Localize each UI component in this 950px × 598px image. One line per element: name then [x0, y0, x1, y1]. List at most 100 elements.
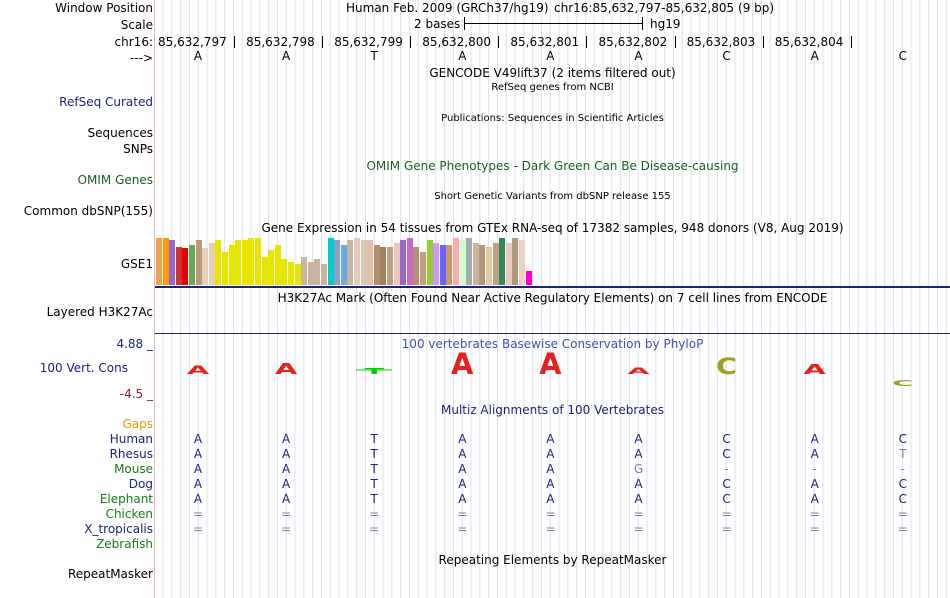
- species-label-zebrafish[interactable]: Zebrafish: [96, 537, 153, 551]
- gtex-tissue-bar[interactable]: [347, 240, 354, 285]
- alignment-base: =: [281, 522, 292, 536]
- omim-track-label[interactable]: OMIM Genes: [77, 173, 153, 187]
- phylop-logo-letter: A: [451, 352, 474, 381]
- gtex-tissue-bar[interactable]: [307, 261, 314, 285]
- alignment-base: A: [458, 492, 467, 506]
- multiz-track-title[interactable]: Multiz Alignments of 100 Vertebrates: [440, 403, 665, 417]
- gtex-tissue-bar[interactable]: [472, 242, 479, 285]
- window-position-label: Window Position: [55, 1, 153, 15]
- species-label-x_tropicalis[interactable]: X_tropicalis: [84, 522, 153, 536]
- gtex-tissue-bar[interactable]: [479, 245, 486, 285]
- gtex-tissue-bar[interactable]: [525, 270, 532, 285]
- repeatmasker-track-title[interactable]: Repeating Elements by RepeatMasker: [438, 553, 667, 567]
- gtex-tissue-bar[interactable]: [360, 240, 367, 285]
- gtex-tissue-bar[interactable]: [340, 245, 347, 285]
- gtex-tissue-bar[interactable]: [162, 238, 169, 285]
- scale-label: Scale: [120, 18, 153, 32]
- gtex-tissue-bar[interactable]: [208, 242, 215, 285]
- gtex-tissue-bar[interactable]: [334, 240, 341, 285]
- snps-track-label[interactable]: SNPs: [123, 142, 153, 156]
- sequences-track-title[interactable]: Publications: Sequences in Scientific Ar…: [441, 113, 664, 124]
- gtex-tissue-bar[interactable]: [228, 245, 235, 285]
- gtex-tissue-bar[interactable]: [281, 259, 288, 285]
- gtex-tissue-bar[interactable]: [499, 238, 506, 285]
- omim-track-title[interactable]: OMIM Gene Phenotypes - Dark Green Can Be…: [366, 159, 739, 173]
- gtex-tissue-bar[interactable]: [426, 240, 433, 285]
- gtex-tissue-bar[interactable]: [248, 238, 255, 285]
- gtex-tissue-bar[interactable]: [380, 247, 387, 285]
- gtex-tissue-bar[interactable]: [261, 256, 268, 285]
- gtex-tissue-bar[interactable]: [420, 252, 426, 285]
- gtex-tissue-bar[interactable]: [288, 261, 294, 285]
- h3k27ac-track-label[interactable]: Layered H3K27Ac: [46, 305, 153, 319]
- gtex-tissue-bar[interactable]: [314, 259, 321, 285]
- gtex-tissue-bar[interactable]: [453, 238, 459, 285]
- gtex-tissue-bar[interactable]: [156, 238, 162, 285]
- gtex-tissue-bar[interactable]: [512, 238, 519, 285]
- gtex-tissue-bar[interactable]: [189, 245, 195, 285]
- phylop-logo-letter: C: [892, 378, 913, 387]
- repeatmasker-track-label[interactable]: RepeatMasker: [67, 567, 153, 581]
- gtex-tissue-bar[interactable]: [268, 249, 275, 285]
- alignment-base: =: [545, 507, 556, 521]
- gtex-tissue-bar[interactable]: [175, 247, 182, 285]
- phylop-sequence-logo[interactable]: A A T A A A C A C: [155, 352, 950, 392]
- dbsnp-track-label[interactable]: Common dbSNP(155): [23, 204, 153, 218]
- species-label-mouse[interactable]: Mouse: [114, 462, 153, 476]
- alignment-base: T: [370, 477, 378, 491]
- strand-label: --->: [129, 51, 153, 65]
- phylop-track-title[interactable]: 100 vertebrates Basewise Conservation by…: [401, 337, 704, 351]
- gtex-tissue-bar[interactable]: [321, 263, 327, 285]
- species-label-rhesus[interactable]: Rhesus: [109, 447, 153, 461]
- gencode-track-title[interactable]: GENCODE V49lift37 (2 items filtered out): [429, 66, 676, 80]
- gtex-tissue-bar[interactable]: [393, 242, 400, 285]
- gtex-tissue-bar[interactable]: [354, 238, 360, 285]
- gtex-tissue-bar[interactable]: [387, 247, 393, 285]
- gtex-tissue-bar[interactable]: [169, 240, 176, 285]
- gtex-tissue-bar[interactable]: [406, 238, 413, 285]
- gtex-tissue-bar[interactable]: [413, 247, 420, 285]
- gtex-tissue-bar[interactable]: [241, 240, 248, 285]
- gtex-tissue-bar[interactable]: [459, 240, 466, 285]
- gtex-tissue-bar[interactable]: [492, 242, 499, 285]
- species-label-dog[interactable]: Dog: [128, 477, 153, 491]
- alignment-base: A: [810, 492, 819, 506]
- gtex-tissue-bar[interactable]: [519, 240, 525, 285]
- gtex-tissue-bar[interactable]: [294, 263, 301, 285]
- coordinate-ruler: 85,632,797 85,632,798 85,632,799 85,632,800…: [155, 35, 950, 50]
- gtex-tissue-bar[interactable]: [446, 245, 453, 285]
- gtex-tissue-bar[interactable]: [367, 240, 374, 285]
- gtex-track-title[interactable]: Gene Expression in 54 tissues from GTEx …: [261, 221, 844, 235]
- gtex-tissue-bar[interactable]: [373, 245, 380, 285]
- phylop-track-label[interactable]: 100 Vert. Cons: [39, 361, 128, 375]
- gtex-track-label[interactable]: GSE1: [120, 257, 153, 271]
- species-label-chicken[interactable]: Chicken: [105, 507, 153, 521]
- gtex-tissue-bar[interactable]: [439, 245, 446, 285]
- gtex-tissue-bar[interactable]: [195, 240, 202, 285]
- gtex-tissue-bar[interactable]: [274, 245, 281, 285]
- refseq-track-title[interactable]: RefSeq genes from NCBI: [491, 82, 614, 93]
- base-letter: A: [810, 49, 819, 63]
- species-label-elephant[interactable]: Elephant: [99, 492, 153, 506]
- species-label-human[interactable]: Human: [109, 432, 153, 446]
- gtex-tissue-bar[interactable]: [400, 240, 407, 285]
- gtex-tissue-bar[interactable]: [235, 240, 242, 285]
- gtex-tissue-bar[interactable]: [486, 247, 492, 285]
- gtex-tissue-bar[interactable]: [202, 248, 209, 285]
- gtex-tissue-bar[interactable]: [466, 238, 473, 285]
- refseq-track-label[interactable]: RefSeq Curated: [59, 95, 153, 109]
- gtex-tissue-bar[interactable]: [255, 238, 261, 285]
- h3k27ac-track-title[interactable]: H3K27Ac Mark (Often Found Near Active Re…: [277, 291, 828, 305]
- dbsnp-track-title[interactable]: Short Genetic Variants from dbSNP releas…: [434, 191, 671, 202]
- gtex-tissue-bar[interactable]: [301, 256, 308, 285]
- alignment-base: A: [546, 462, 555, 476]
- gtex-tissue-bar[interactable]: [433, 242, 440, 285]
- gtex-tissue-bar[interactable]: [327, 238, 334, 285]
- h3k27ac-baseline: [155, 333, 950, 334]
- gtex-tissue-bar[interactable]: [505, 242, 512, 285]
- gtex-tissue-bar[interactable]: [215, 240, 222, 285]
- gtex-tissue-bar[interactable]: [182, 248, 189, 285]
- sequences-track-label[interactable]: Sequences: [87, 126, 153, 140]
- gtex-tissue-bar[interactable]: [222, 252, 228, 285]
- gtex-bar-chart[interactable]: [156, 238, 536, 285]
